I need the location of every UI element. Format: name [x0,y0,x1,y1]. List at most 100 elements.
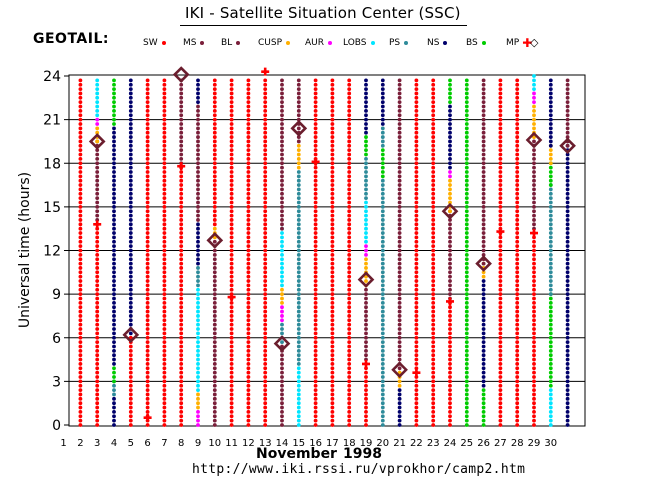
region-dot-ms [179,91,184,96]
region-dot-sw [179,231,184,235]
region-dot-sw [162,279,167,283]
region-dot-ps [548,231,553,235]
region-dot-sw [330,357,335,362]
region-dot-bs [548,331,553,336]
region-dot-sw [246,279,251,283]
region-dot-sw [330,213,335,218]
region-dot-ms [532,139,536,144]
region-dot-sw [347,305,352,310]
mp-crossing-marker [311,157,320,166]
region-dot-sw [431,327,436,331]
region-dot-bs [464,178,469,183]
region-dot-ms [280,135,284,139]
region-dot-sw [330,379,335,384]
region-dot-ms [212,344,217,349]
region-dot-sw [229,130,234,135]
region-dot-sw [263,414,268,419]
region-dot-sw [498,418,503,423]
region-dot-bs [548,170,553,174]
region-dot-ms [397,274,402,279]
region-dot-sw [212,187,217,192]
region-dot-sw [313,222,318,227]
region-dot-sw [78,287,83,292]
region-dot-sw [162,396,167,401]
region-dot-ns [128,209,133,214]
region-dot-ns [481,335,486,340]
source-url[interactable]: http://www.iki.rssi.ru/vprokhor/camp2.ht… [192,462,526,477]
region-dot-ps [380,261,385,266]
region-dot-sw [347,187,352,192]
region-dot-ns [448,113,452,118]
region-dot-ms [95,161,100,166]
region-dot-sw [347,322,352,327]
region-dot-sw [229,414,234,419]
y-tick-label: 0 [52,418,61,434]
region-dot-ns [112,401,116,406]
region-dot-ns [128,91,133,96]
region-dot-ps [296,261,301,266]
region-dot-sw [128,388,133,392]
region-dot-sw [212,122,217,126]
region-dot-sw [431,418,436,423]
region-dot-sw [498,314,503,318]
region-dot-sw [179,410,184,414]
region-dot-sw [246,257,251,262]
region-dot-sw [263,117,268,122]
region-dot-sw [431,170,436,174]
region-dot-ms [532,209,536,214]
region-dot-lobs [364,235,368,240]
region-dot-ns [112,283,116,288]
region-dot-lobs [196,366,200,371]
region-dot-sw [246,266,251,270]
region-dot-sw [414,327,419,331]
region-dot-sw [532,335,536,340]
region-dot-ms [196,187,200,192]
region-dot-sw [515,331,520,336]
region-dot-sw [95,279,100,283]
region-dot-sw [246,353,251,358]
region-dot-sw [431,314,436,318]
region-dot-sw [414,244,419,249]
region-dot-sw [78,174,83,179]
region-dot-sw [145,405,150,410]
region-dot-sw [78,204,83,209]
region-dot-sw [263,170,268,174]
region-dot-lobs [548,396,553,401]
x-tick-label: 1 [60,438,66,449]
region-dot-ms [280,388,284,392]
region-dot-sw [246,344,251,349]
region-dot-bs [464,170,469,174]
region-dot-ps [380,423,385,427]
chart-legend: SW MS BL CUSP AUR LOBS PS NS BS MP ✚ ◇ [0,36,650,50]
region-dot-sw [246,78,251,83]
region-dot-sw [212,139,217,144]
region-dot-lobs [196,314,200,318]
region-dot-ms [280,366,284,371]
region-dot-ms [397,305,402,310]
region-dot-sw [145,287,150,292]
region-dot-sw [414,95,419,100]
region-dot-ms [212,287,217,292]
region-dot-sw [95,366,100,371]
region-dot-ms [397,178,402,183]
region-dot-sw [347,296,352,301]
region-dot-sw [431,187,436,192]
region-dot-lobs [296,418,301,423]
region-dot-ms [397,209,402,214]
region-dot-sw [313,322,318,327]
region-dot-ms [481,126,486,131]
region-dot-sw [229,401,234,406]
region-dot-ns [112,292,116,297]
region-dot-sw [263,396,268,401]
region-dot-sw [162,410,167,414]
region-dot-sw [347,95,352,100]
region-dot-sw [515,187,520,192]
region-dot-ms [532,204,536,209]
region-dot-sw [229,109,234,113]
region-dot-ps [380,335,385,340]
region-dot-ns [565,170,570,174]
region-dot-ns [196,100,200,105]
region-dot-cusp [448,200,452,205]
region-dot-sw [515,165,520,170]
region-dot-bs [364,143,368,148]
